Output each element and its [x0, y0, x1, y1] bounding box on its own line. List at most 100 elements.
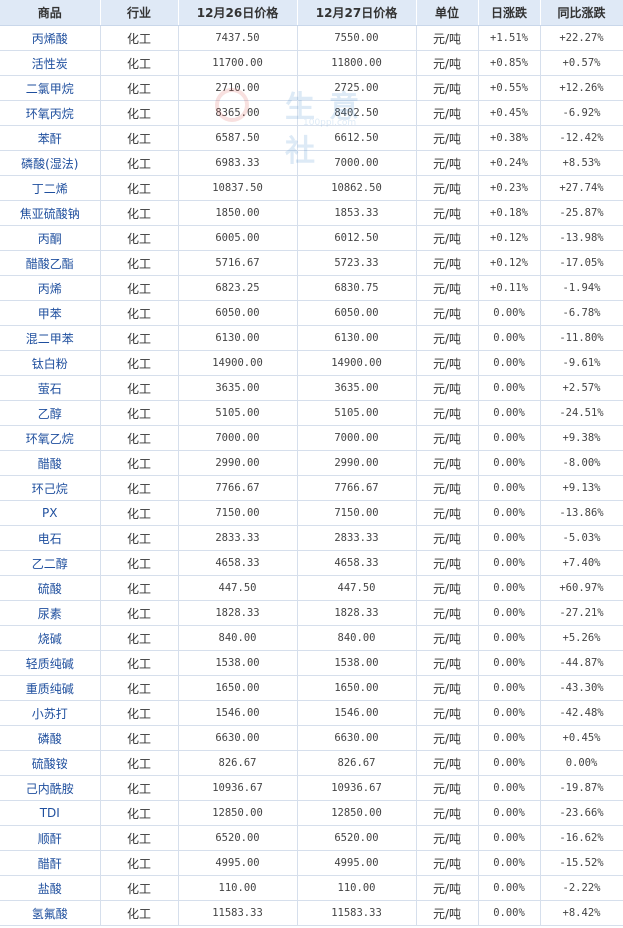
price-dec27-cell: 6630.00 — [297, 725, 417, 751]
table-row[interactable]: 轻质纯碱 化工 1538.00 1538.00 元/吨 0.00% -44.87% — [0, 650, 623, 676]
commodity-name-cell[interactable]: 丁二烯 — [0, 175, 101, 201]
table-row[interactable]: 环己烷 化工 7766.67 7766.67 元/吨 0.00% +9.13% — [0, 475, 623, 501]
table-row[interactable]: 氢氟酸 化工 11583.33 11583.33 元/吨 0.00% +8.42% — [0, 900, 623, 926]
commodity-name-cell[interactable]: 醋酸乙酯 — [0, 250, 101, 276]
commodity-name-cell[interactable]: 醋酐 — [0, 850, 101, 876]
commodity-name-cell[interactable]: 二氯甲烷 — [0, 75, 101, 101]
commodity-name-cell[interactable]: 己内酰胺 — [0, 775, 101, 801]
yoy-change-cell: -19.87% — [540, 775, 623, 801]
commodity-name-cell[interactable]: 顺酐 — [0, 825, 101, 851]
daily-change-cell: +0.85% — [478, 50, 541, 76]
header-industry[interactable]: 行业 — [100, 0, 179, 26]
table-row[interactable]: 己内酰胺 化工 10936.67 10936.67 元/吨 0.00% -19.87% — [0, 775, 623, 801]
commodity-name-cell[interactable]: 醋酸 — [0, 450, 101, 476]
price-dec27-cell: 5723.33 — [297, 250, 417, 276]
table-row[interactable]: 钛白粉 化工 14900.00 14900.00 元/吨 0.00% -9.61% — [0, 350, 623, 376]
header-price-dec27[interactable]: 12月27日价格 — [297, 0, 417, 26]
table-row[interactable]: 盐酸 化工 110.00 110.00 元/吨 0.00% -2.22% — [0, 875, 623, 901]
commodity-name-cell[interactable]: 钛白粉 — [0, 350, 101, 376]
commodity-name-cell[interactable]: 乙醇 — [0, 400, 101, 426]
table-row[interactable]: 环氧丙烷 化工 8365.00 8402.50 元/吨 +0.45% -6.92% — [0, 100, 623, 126]
table-row[interactable]: 焦亚硫酸钠 化工 1850.00 1853.33 元/吨 +0.18% -25.87% — [0, 200, 623, 226]
unit-cell: 元/吨 — [416, 525, 479, 551]
commodity-name-cell[interactable]: 电石 — [0, 525, 101, 551]
header-unit[interactable]: 单位 — [416, 0, 479, 26]
header-commodity[interactable]: 商品 — [0, 0, 101, 26]
table-row[interactable]: 磷酸(湿法) 化工 6983.33 7000.00 元/吨 +0.24% +8.53% — [0, 150, 623, 176]
yoy-change-cell: -42.48% — [540, 700, 623, 726]
commodity-name-cell[interactable]: PX — [0, 500, 101, 526]
table-row[interactable]: 醋酸 化工 2990.00 2990.00 元/吨 0.00% -8.00% — [0, 450, 623, 476]
price-dec27-cell: 7000.00 — [297, 425, 417, 451]
commodity-name-cell[interactable]: 烧碱 — [0, 625, 101, 651]
table-row[interactable]: 丁二烯 化工 10837.50 10862.50 元/吨 +0.23% +27.74% — [0, 175, 623, 201]
commodity-name-cell[interactable]: TDI — [0, 800, 101, 826]
table-row[interactable]: 磷酸 化工 6630.00 6630.00 元/吨 0.00% +0.45% — [0, 725, 623, 751]
table-row[interactable]: TDI 化工 12850.00 12850.00 元/吨 0.00% -23.66% — [0, 800, 623, 826]
price-dec26-cell: 1850.00 — [178, 200, 298, 226]
header-daily-change[interactable]: 日涨跌 — [478, 0, 541, 26]
commodity-name-cell[interactable]: 盐酸 — [0, 875, 101, 901]
table-row[interactable]: 醋酸乙酯 化工 5716.67 5723.33 元/吨 +0.12% -17.05% — [0, 250, 623, 276]
table-row[interactable]: 硫酸 化工 447.50 447.50 元/吨 0.00% +60.97% — [0, 575, 623, 601]
commodity-name-cell[interactable]: 环氧丙烷 — [0, 100, 101, 126]
commodity-name-cell[interactable]: 氢氟酸 — [0, 900, 101, 926]
commodity-name-cell[interactable]: 重质纯碱 — [0, 675, 101, 701]
price-dec26-cell: 12850.00 — [178, 800, 298, 826]
table-row[interactable]: 尿素 化工 1828.33 1828.33 元/吨 0.00% -27.21% — [0, 600, 623, 626]
commodity-name-cell[interactable]: 苯酐 — [0, 125, 101, 151]
price-dec26-cell: 6520.00 — [178, 825, 298, 851]
table-row[interactable]: 二氯甲烷 化工 2710.00 2725.00 元/吨 +0.55% +12.26% — [0, 75, 623, 101]
yoy-change-cell: -13.98% — [540, 225, 623, 251]
table-row[interactable]: 环氧乙烷 化工 7000.00 7000.00 元/吨 0.00% +9.38% — [0, 425, 623, 451]
daily-change-cell: 0.00% — [478, 350, 541, 376]
commodity-name-cell[interactable]: 丙烯酸 — [0, 25, 101, 51]
unit-cell: 元/吨 — [416, 300, 479, 326]
commodity-name-cell[interactable]: 萤石 — [0, 375, 101, 401]
commodity-name-cell[interactable]: 磷酸 — [0, 725, 101, 751]
table-row[interactable]: 苯酐 化工 6587.50 6612.50 元/吨 +0.38% -12.42% — [0, 125, 623, 151]
table-row[interactable]: 顺酐 化工 6520.00 6520.00 元/吨 0.00% -16.62% — [0, 825, 623, 851]
table-row[interactable]: 乙醇 化工 5105.00 5105.00 元/吨 0.00% -24.51% — [0, 400, 623, 426]
table-row[interactable]: 丙烯酸 化工 7437.50 7550.00 元/吨 +1.51% +22.27% — [0, 25, 623, 51]
price-dec26-cell: 6630.00 — [178, 725, 298, 751]
table-row[interactable]: 甲苯 化工 6050.00 6050.00 元/吨 0.00% -6.78% — [0, 300, 623, 326]
industry-cell: 化工 — [100, 275, 179, 301]
table-row[interactable]: 丙烯 化工 6823.25 6830.75 元/吨 +0.11% -1.94% — [0, 275, 623, 301]
commodity-name-cell[interactable]: 尿素 — [0, 600, 101, 626]
table-row[interactable]: 小苏打 化工 1546.00 1546.00 元/吨 0.00% -42.48% — [0, 700, 623, 726]
commodity-name-cell[interactable]: 乙二醇 — [0, 550, 101, 576]
commodity-name-cell[interactable]: 环氧乙烷 — [0, 425, 101, 451]
table-row[interactable]: 混二甲苯 化工 6130.00 6130.00 元/吨 0.00% -11.80% — [0, 325, 623, 351]
table-row[interactable]: PX 化工 7150.00 7150.00 元/吨 0.00% -13.86% — [0, 500, 623, 526]
commodity-name-cell[interactable]: 丙酮 — [0, 225, 101, 251]
price-dec26-cell: 11583.33 — [178, 900, 298, 926]
table-row[interactable]: 萤石 化工 3635.00 3635.00 元/吨 0.00% +2.57% — [0, 375, 623, 401]
table-row[interactable]: 重质纯碱 化工 1650.00 1650.00 元/吨 0.00% -43.30% — [0, 675, 623, 701]
table-row[interactable]: 电石 化工 2833.33 2833.33 元/吨 0.00% -5.03% — [0, 525, 623, 551]
commodity-name-cell[interactable]: 环己烷 — [0, 475, 101, 501]
commodity-name-cell[interactable]: 硫酸铵 — [0, 750, 101, 776]
header-price-dec26[interactable]: 12月26日价格 — [178, 0, 298, 26]
unit-cell: 元/吨 — [416, 50, 479, 76]
commodity-name-cell[interactable]: 甲苯 — [0, 300, 101, 326]
table-row[interactable]: 烧碱 化工 840.00 840.00 元/吨 0.00% +5.26% — [0, 625, 623, 651]
table-row[interactable]: 醋酐 化工 4995.00 4995.00 元/吨 0.00% -15.52% — [0, 850, 623, 876]
commodity-name-cell[interactable]: 活性炭 — [0, 50, 101, 76]
unit-cell: 元/吨 — [416, 100, 479, 126]
commodity-name-cell[interactable]: 磷酸(湿法) — [0, 150, 101, 176]
commodity-name-cell[interactable]: 小苏打 — [0, 700, 101, 726]
table-row[interactable]: 乙二醇 化工 4658.33 4658.33 元/吨 0.00% +7.40% — [0, 550, 623, 576]
header-yoy-change[interactable]: 同比涨跌 — [540, 0, 623, 26]
commodity-name-cell[interactable]: 硫酸 — [0, 575, 101, 601]
table-row[interactable]: 活性炭 化工 11700.00 11800.00 元/吨 +0.85% +0.57% — [0, 50, 623, 76]
commodity-name-cell[interactable]: 丙烯 — [0, 275, 101, 301]
commodity-name-cell[interactable]: 轻质纯碱 — [0, 650, 101, 676]
commodity-name-cell[interactable]: 混二甲苯 — [0, 325, 101, 351]
price-dec27-cell: 12850.00 — [297, 800, 417, 826]
commodity-name-cell[interactable]: 焦亚硫酸钠 — [0, 200, 101, 226]
table-row[interactable]: 硫酸铵 化工 826.67 826.67 元/吨 0.00% 0.00% — [0, 750, 623, 776]
table-row[interactable]: 丙酮 化工 6005.00 6012.50 元/吨 +0.12% -13.98% — [0, 225, 623, 251]
price-dec27-cell: 1650.00 — [297, 675, 417, 701]
